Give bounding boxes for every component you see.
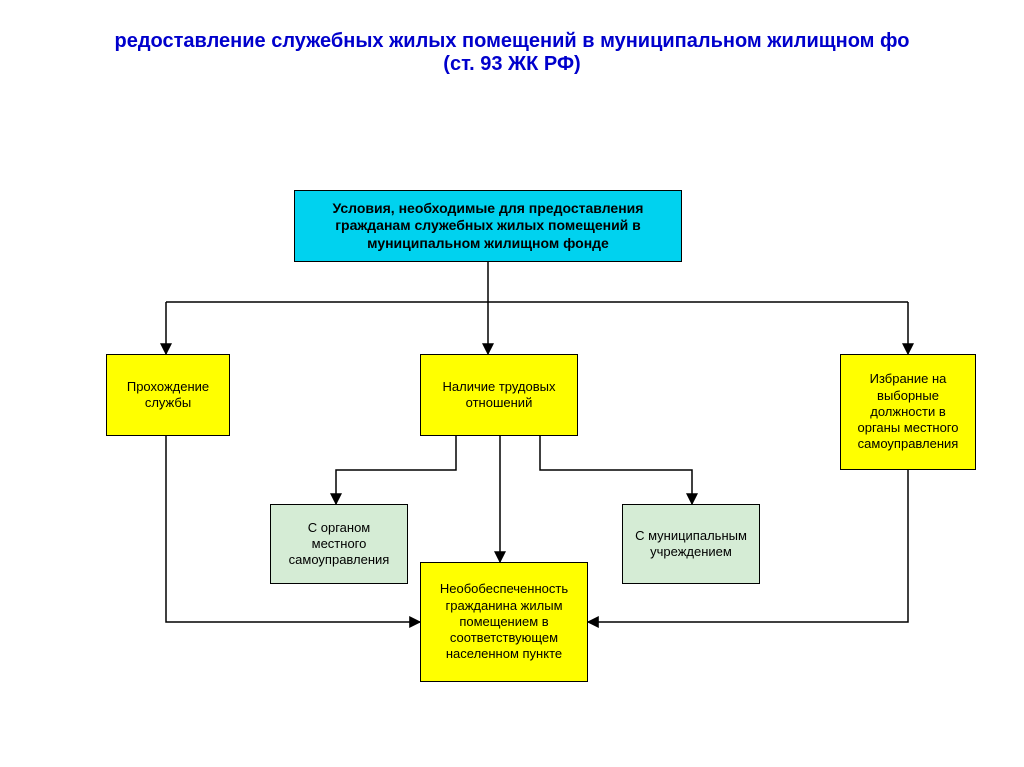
edge-labor_to_inst (540, 436, 692, 504)
node-institution: С муниципальным учреждением (622, 504, 760, 584)
node-root-label: Условия, необходимые для предоставления … (303, 200, 673, 253)
node-selfgov: С органом местного самоуправления (270, 504, 408, 584)
node-labor-label: Наличие трудовых отношений (429, 379, 569, 412)
node-unprovided-label: Необобеспеченность гражданина жилым поме… (429, 581, 579, 662)
node-service: Прохождение службы (106, 354, 230, 436)
title-line1: редоставление служебных жилых помещений … (0, 30, 1024, 53)
diagram-canvas: редоставление служебных жилых помещений … (0, 0, 1024, 767)
title-line2: (ст. 93 ЖК РФ) (0, 53, 1024, 76)
node-institution-label: С муниципальным учреждением (631, 528, 751, 561)
node-elected: Избрание на выборные должности в органы … (840, 354, 976, 470)
node-service-label: Прохождение службы (115, 379, 221, 412)
node-elected-label: Избрание на выборные должности в органы … (849, 371, 967, 452)
node-unprovided: Необобеспеченность гражданина жилым поме… (420, 562, 588, 682)
node-labor: Наличие трудовых отношений (420, 354, 578, 436)
node-root: Условия, необходимые для предоставления … (294, 190, 682, 262)
node-selfgov-label: С органом местного самоуправления (279, 520, 399, 569)
page-title: редоставление служебных жилых помещений … (0, 30, 1024, 76)
edge-labor_to_selfgov (336, 436, 456, 504)
